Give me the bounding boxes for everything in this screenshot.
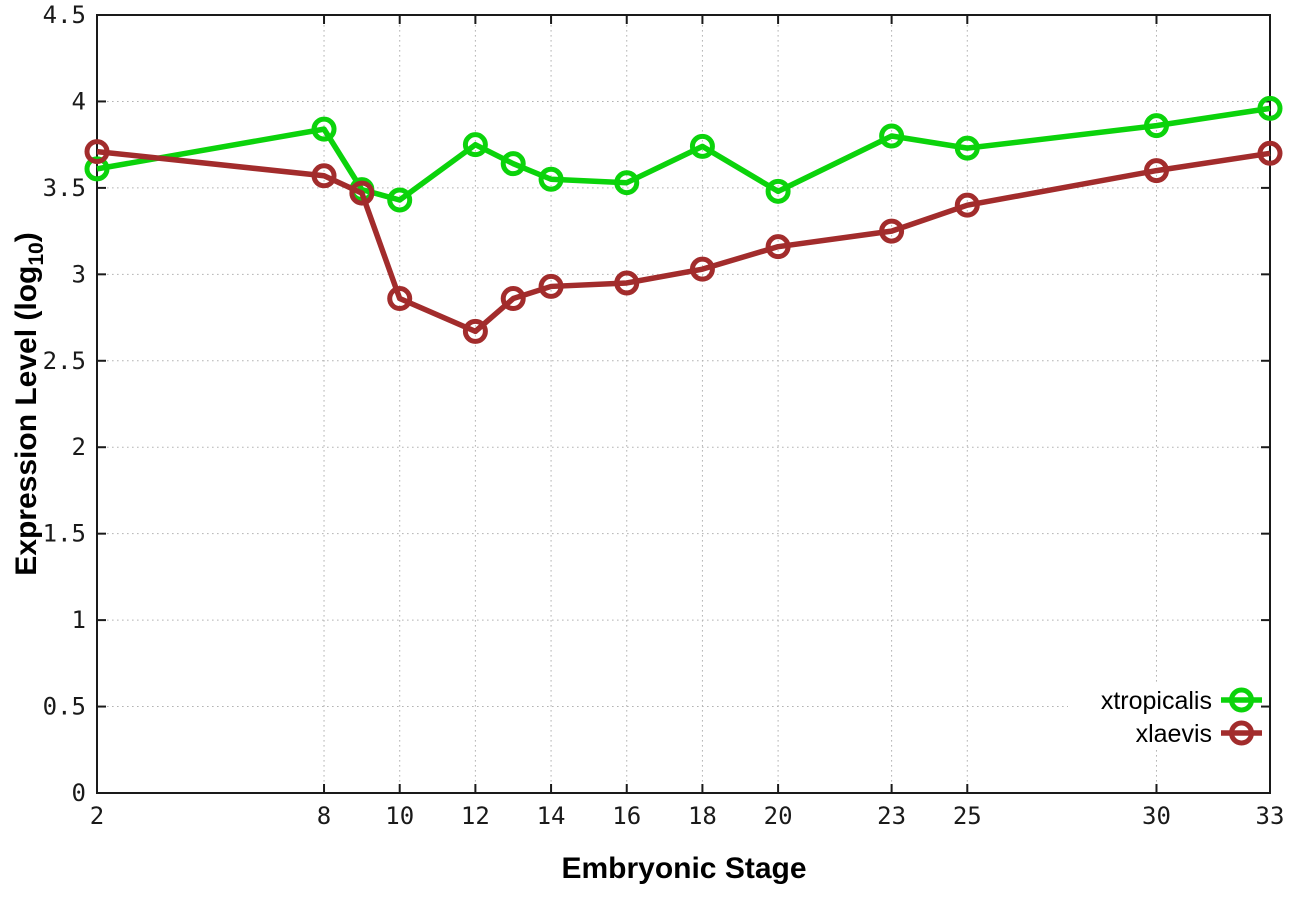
y-tick-label: 4	[72, 87, 86, 115]
x-tick-label: 10	[385, 802, 414, 830]
y-axis-title-close: )	[10, 232, 43, 242]
data-point-marker	[387, 187, 413, 213]
x-tick-label: 14	[537, 802, 566, 830]
y-tick-label: 1	[72, 606, 86, 634]
x-tick-label: 30	[1142, 802, 1171, 830]
data-point-marker	[84, 156, 110, 182]
data-point-marker	[311, 116, 337, 142]
x-tick-label: 23	[877, 802, 906, 830]
y-tick-label: 2	[72, 433, 86, 461]
data-series	[84, 95, 1283, 344]
y-tick-label: 2.5	[43, 347, 86, 375]
x-tick-label: 16	[612, 802, 641, 830]
data-point-marker	[614, 170, 640, 196]
data-point-marker	[462, 318, 488, 344]
data-point-marker	[349, 180, 375, 206]
legend-entry-xlaevis: xlaevis	[1136, 720, 1262, 748]
series-xlaevis	[84, 139, 1283, 344]
legend-label: xlaevis	[1136, 720, 1212, 748]
y-axis-title-main: Expression Level (log	[10, 266, 43, 576]
data-point-marker	[387, 286, 413, 312]
legend-entry-xtropicalis: xtropicalis	[1101, 687, 1262, 715]
plot-border	[96, 14, 1271, 794]
y-tick-label: 0.5	[43, 693, 86, 721]
data-point-marker	[500, 151, 526, 177]
legend: xtropicalis xlaevis	[1101, 687, 1262, 748]
data-point-marker	[954, 192, 980, 218]
y-axis-title: Expression Level (log10)	[10, 232, 48, 575]
data-point-marker	[1143, 113, 1169, 139]
data-point-marker	[765, 178, 791, 204]
x-tick-label: 18	[688, 802, 717, 830]
data-point-marker	[879, 218, 905, 244]
data-point-marker	[311, 163, 337, 189]
x-tick-label: 20	[764, 802, 793, 830]
data-point-marker	[84, 139, 110, 165]
legend-marker-sample	[1229, 720, 1254, 746]
x-axis-title: Embryonic Stage	[561, 852, 806, 885]
y-tick-label: 4.5	[43, 1, 86, 29]
data-point-marker	[462, 132, 488, 158]
x-tick-label: 12	[461, 802, 490, 830]
data-point-marker	[879, 123, 905, 149]
data-point-marker	[500, 286, 526, 312]
data-point-marker	[538, 273, 564, 299]
y-tick-label: 3.5	[43, 174, 86, 202]
y-tick-label: 3	[72, 260, 86, 288]
plot-frame	[96, 14, 1271, 794]
data-point-marker	[1257, 95, 1283, 121]
x-tick-label: 8	[317, 802, 331, 830]
data-point-marker	[954, 135, 980, 161]
data-point-marker	[1257, 140, 1283, 166]
series-xtropicalis	[84, 95, 1283, 213]
x-tick-label: 2	[90, 802, 104, 830]
y-tick-label: 1.5	[43, 520, 86, 548]
y-tick-label: 0	[72, 779, 86, 807]
data-point-marker	[614, 270, 640, 296]
legend-label: xtropicalis	[1101, 687, 1212, 715]
data-point-marker	[765, 234, 791, 260]
x-tick-label: 25	[953, 802, 982, 830]
data-point-marker	[1143, 158, 1169, 184]
series-line	[96, 148, 1271, 335]
series-line	[96, 105, 1271, 203]
tick-labels: 2 8 10 12 14 16 18 20 23 25 30 33 0 0.5 1 1.5 2 2.5 3 3.5 4 4…	[43, 1, 1285, 830]
data-point-marker	[689, 256, 715, 282]
legend-marker-sample	[1229, 687, 1254, 713]
data-point-marker	[538, 166, 564, 192]
y-axis-title-subscript: 10	[25, 242, 48, 265]
data-point-marker	[689, 133, 715, 159]
x-tick-label: 33	[1256, 802, 1285, 830]
